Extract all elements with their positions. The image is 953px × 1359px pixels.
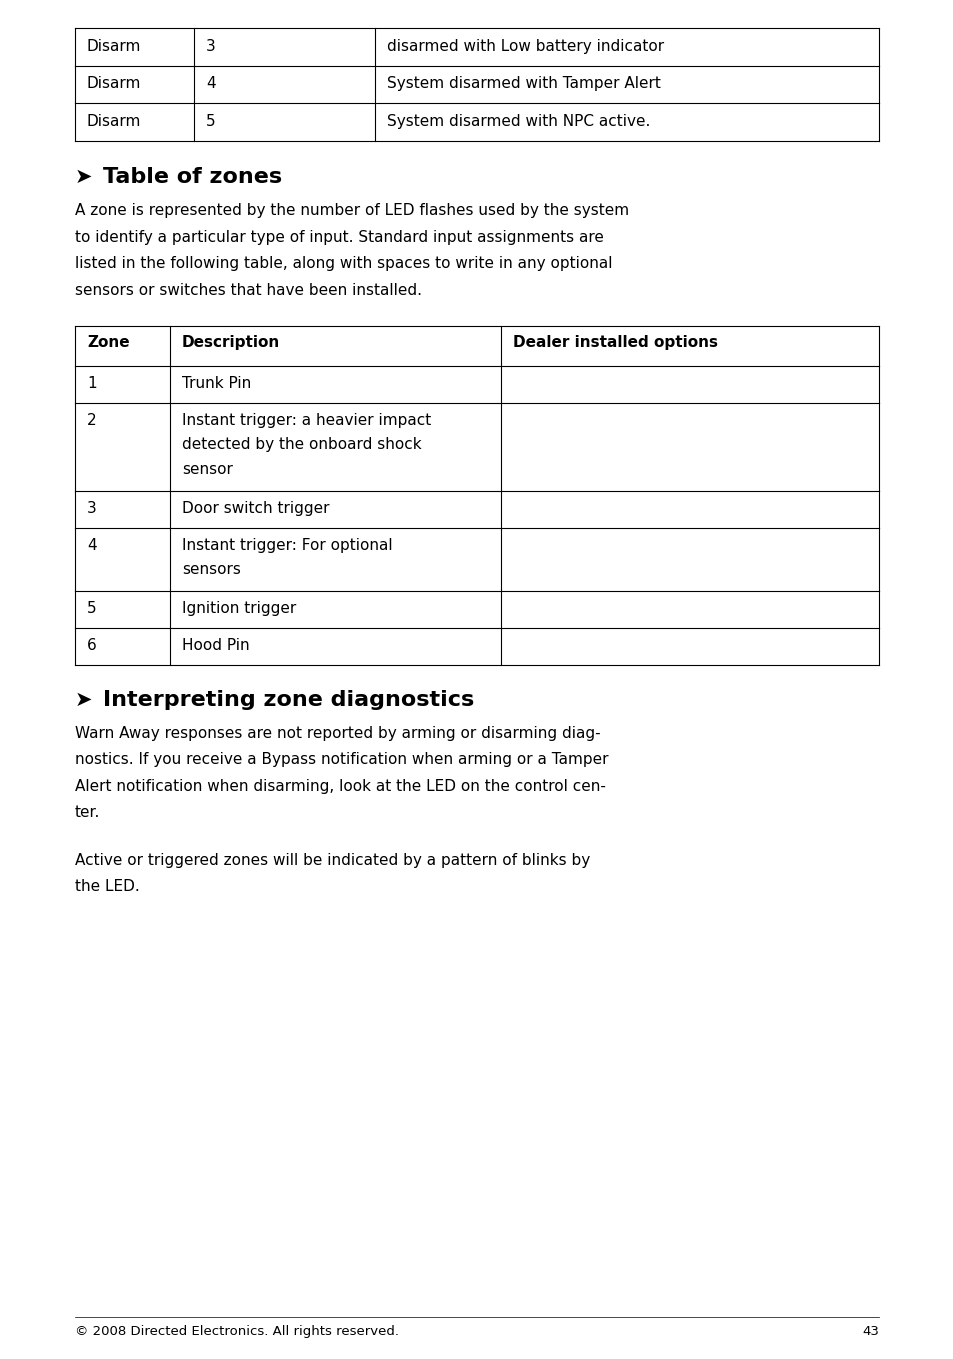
Text: ➤: ➤ — [75, 689, 92, 709]
Text: 4: 4 — [206, 76, 215, 91]
Text: Trunk Pin: Trunk Pin — [182, 376, 251, 391]
Text: 4: 4 — [87, 538, 96, 553]
Text: System disarmed with NPC active.: System disarmed with NPC active. — [387, 114, 650, 129]
Text: 2: 2 — [87, 413, 96, 428]
Text: to identify a particular type of input. Standard input assignments are: to identify a particular type of input. … — [75, 230, 603, 245]
Text: 43: 43 — [862, 1325, 878, 1339]
Text: Warn Away responses are not reported by arming or disarming diag-: Warn Away responses are not reported by … — [75, 726, 600, 741]
Text: Alert notification when disarming, look at the LED on the control cen-: Alert notification when disarming, look … — [75, 779, 605, 794]
Text: Instant trigger: a heavier impact: Instant trigger: a heavier impact — [182, 413, 431, 428]
Text: Zone: Zone — [87, 334, 130, 349]
Text: Disarm: Disarm — [87, 114, 141, 129]
Text: Dealer installed options: Dealer installed options — [513, 334, 718, 349]
Text: Hood Pin: Hood Pin — [182, 637, 250, 652]
Text: Instant trigger: For optional: Instant trigger: For optional — [182, 538, 392, 553]
Text: ter.: ter. — [75, 805, 100, 819]
Text: A zone is represented by the number of LED flashes used by the system: A zone is represented by the number of L… — [75, 202, 628, 217]
Text: 1: 1 — [87, 376, 96, 391]
Text: nostics. If you receive a Bypass notification when arming or a Tamper: nostics. If you receive a Bypass notific… — [75, 752, 608, 766]
Text: sensor: sensor — [182, 462, 233, 477]
Text: © 2008 Directed Electronics. All rights reserved.: © 2008 Directed Electronics. All rights … — [75, 1325, 398, 1339]
Text: disarmed with Low battery indicator: disarmed with Low battery indicator — [387, 38, 663, 53]
Text: Ignition trigger: Ignition trigger — [182, 601, 295, 616]
Text: detected by the onboard shock: detected by the onboard shock — [182, 438, 421, 453]
Text: Disarm: Disarm — [87, 38, 141, 53]
Text: 6: 6 — [87, 637, 96, 652]
Text: Disarm: Disarm — [87, 76, 141, 91]
Text: sensors: sensors — [182, 563, 240, 578]
Text: sensors or switches that have been installed.: sensors or switches that have been insta… — [75, 283, 421, 298]
Text: the LED.: the LED. — [75, 879, 139, 894]
Text: 3: 3 — [206, 38, 215, 53]
Text: Description: Description — [182, 334, 280, 349]
Text: 5: 5 — [87, 601, 96, 616]
Text: System disarmed with Tamper Alert: System disarmed with Tamper Alert — [387, 76, 660, 91]
Text: Door switch trigger: Door switch trigger — [182, 501, 329, 516]
Text: Table of zones: Table of zones — [103, 167, 282, 188]
Text: listed in the following table, along with spaces to write in any optional: listed in the following table, along wit… — [75, 255, 612, 270]
Text: 5: 5 — [206, 114, 215, 129]
Text: Active or triggered zones will be indicated by a pattern of blinks by: Active or triggered zones will be indica… — [75, 852, 590, 867]
Text: Interpreting zone diagnostics: Interpreting zone diagnostics — [103, 689, 474, 709]
Text: 3: 3 — [87, 501, 96, 516]
Text: ➤: ➤ — [75, 167, 92, 188]
